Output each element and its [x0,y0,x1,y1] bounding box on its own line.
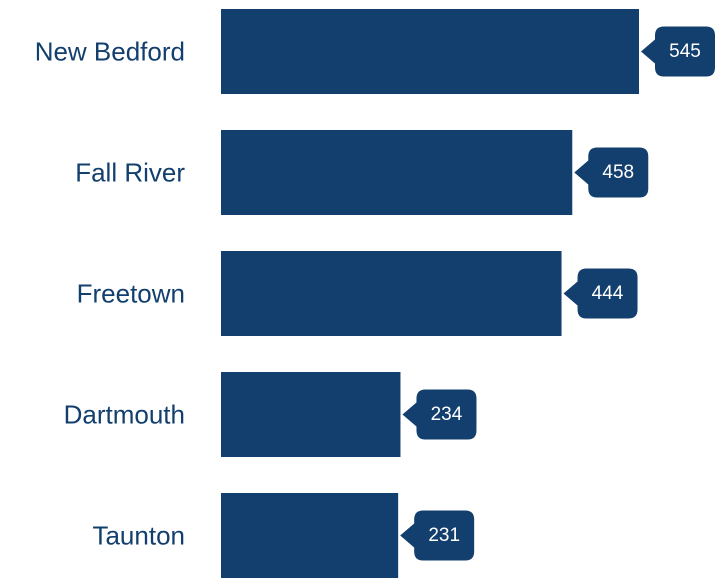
value-callout [400,510,475,561]
value-label: 231 [428,525,460,546]
category-label: Freetown [77,279,185,309]
category-label: Dartmouth [64,400,185,430]
value-callout [641,26,715,77]
value-callout [402,389,477,440]
category-label: New Bedford [35,37,185,67]
category-label: Fall River [75,158,185,188]
category-label: Taunton [92,521,185,551]
bar [221,372,401,457]
value-label: 545 [669,41,701,62]
bar [221,251,562,336]
bar [221,9,639,94]
bar [221,493,399,578]
value-label: 444 [592,283,624,304]
value-label: 234 [431,404,463,425]
value-callout [563,268,638,319]
bar [221,130,573,215]
value-callout [574,147,649,198]
value-label: 458 [602,162,634,183]
